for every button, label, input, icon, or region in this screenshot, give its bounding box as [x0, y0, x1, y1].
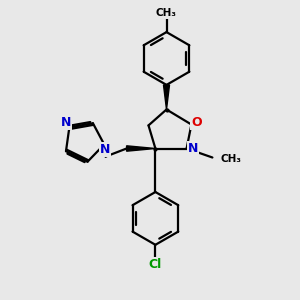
Text: N: N [61, 116, 71, 129]
Text: CH₃: CH₃ [156, 8, 177, 18]
Text: Cl: Cl [149, 258, 162, 271]
Text: N: N [100, 143, 110, 156]
Text: O: O [191, 116, 202, 129]
Polygon shape [127, 146, 155, 151]
Text: N: N [188, 142, 198, 155]
Text: CH₃: CH₃ [221, 154, 242, 164]
Polygon shape [164, 85, 169, 110]
